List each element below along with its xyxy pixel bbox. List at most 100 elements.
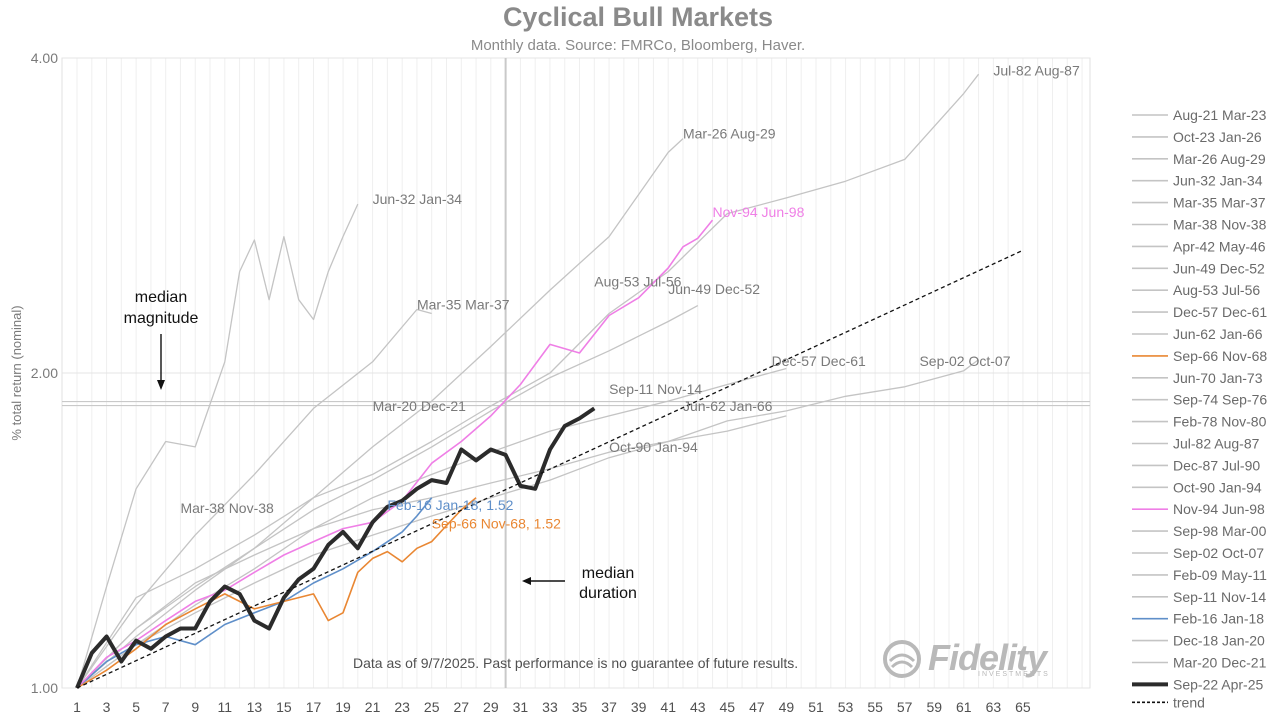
series-annotation: Nov-94 Jun-98 (713, 204, 805, 220)
x-tick-label: 25 (424, 699, 440, 715)
series-line (76, 305, 699, 689)
series-annotation: Mar-26 Aug-29 (683, 126, 776, 142)
legend-entry: Feb-16 Jan-18 (1173, 611, 1264, 627)
chart-title: Cyclical Bull Markets (502, 2, 774, 32)
legend-entry: Jul-82 Aug-87 (1173, 436, 1260, 452)
legend-entry: Mar-38 Nov-38 (1173, 217, 1267, 233)
median-magnitude-label: median (135, 289, 187, 306)
series-annotation: Dec-57 Dec-61 (772, 353, 866, 369)
legend-entry: Oct-23 Jan-26 (1173, 129, 1262, 145)
x-tick-label: 31 (513, 699, 529, 715)
logo-subtext: INVESTMENTS (978, 671, 1050, 678)
series-line (76, 203, 359, 689)
series-annotation: Jun-32 Jan-34 (373, 191, 463, 207)
series-annotation: Jun-62 Jan-66 (683, 398, 773, 414)
legend-entry: Jun-32 Jan-34 (1173, 173, 1263, 189)
x-tick-label: 43 (690, 699, 706, 715)
series-line (75, 406, 596, 689)
legend-entry: Dec-18 Jan-20 (1173, 633, 1265, 649)
series-annotation: Mar-35 Mar-37 (417, 296, 510, 312)
series-annotation: Mar-20 Dec-21 (373, 398, 467, 414)
series-line (76, 497, 477, 689)
legend-entry: Oct-90 Jan-94 (1173, 479, 1262, 495)
legend-entry: Sep-11 Nov-14 (1173, 589, 1266, 605)
x-tick-label: 29 (483, 699, 499, 715)
x-tick-label: 3 (103, 699, 111, 715)
x-tick-label: 33 (542, 699, 558, 715)
x-tick-label: 47 (749, 699, 765, 715)
x-tick-label: 35 (572, 699, 588, 715)
series-line (76, 219, 714, 689)
x-tick-label: 7 (162, 699, 170, 715)
x-tick-label: 39 (631, 699, 647, 715)
x-tick-label: 65 (1015, 699, 1031, 715)
x-tick-label: 55 (867, 699, 883, 715)
series-annotation: Feb-16 Jan-18, 1.52 (387, 497, 513, 513)
x-tick-label: 59 (926, 699, 942, 715)
x-tick-label: 53 (838, 699, 854, 715)
legend-entry: Sep-98 Mar-00 (1173, 523, 1267, 539)
legend-entry: Dec-87 Jul-90 (1173, 457, 1260, 473)
x-tick-label: 63 (986, 699, 1002, 715)
median-magnitude-arrowhead (157, 380, 165, 390)
legend-entry: Aug-21 Mar-23 (1173, 107, 1267, 123)
series-annotation: Sep-02 Oct-07 (919, 353, 1010, 369)
legend-entry: Feb-09 May-11 (1173, 567, 1267, 583)
median-duration-arrowhead (522, 577, 531, 585)
x-tick-label: 57 (897, 699, 913, 715)
legend-entry: Apr-42 May-46 (1173, 238, 1266, 254)
median-magnitude-label: magnitude (124, 310, 199, 327)
y-tick-label: 1.00 (31, 680, 58, 696)
series-annotation: Sep-66 Nov-68, 1.52 (432, 516, 561, 532)
x-tick-label: 17 (306, 699, 322, 715)
fidelity-globe-icon (883, 640, 921, 678)
x-tick-label: 37 (601, 699, 617, 715)
x-tick-label: 15 (276, 699, 292, 715)
chart-subtitle: Monthly data. Source: FMRCo, Bloomberg, … (470, 37, 806, 54)
y-tick-label: 4.00 (31, 50, 58, 66)
series-annotation: Mar-38 Nov-38 (180, 500, 274, 516)
series-line (76, 138, 684, 689)
legend-entry: Jun-70 Jan-73 (1173, 370, 1263, 386)
x-tick-label: 61 (956, 699, 972, 715)
legend-entry: Mar-35 Mar-37 (1173, 195, 1266, 211)
x-tick-label: 51 (808, 699, 824, 715)
median-duration-label: duration (579, 585, 637, 602)
x-tick-label: 27 (453, 699, 469, 715)
x-tick-label: 5 (132, 699, 140, 715)
x-tick-label: 9 (191, 699, 199, 715)
legend-entry: Jun-62 Jan-66 (1173, 326, 1263, 342)
legend-entry: Sep-74 Sep-76 (1173, 392, 1267, 408)
x-tick-label: 41 (660, 699, 676, 715)
footnote: Data as of 9/7/2025. Past performance is… (353, 655, 799, 671)
x-tick-label: 19 (335, 699, 351, 715)
y-tick-label: 2.00 (31, 365, 58, 381)
series-annotation: Sep-11 Nov-14 (609, 381, 702, 397)
legend-entry: Mar-26 Aug-29 (1173, 151, 1266, 167)
x-tick-label: 45 (720, 699, 736, 715)
legend-entry: Sep-22 Apr-25 (1173, 676, 1263, 692)
series-line (76, 367, 787, 689)
fidelity-logo: Fidelity INVESTMENTS (880, 637, 1085, 681)
series-annotation: Jun-49 Dec-52 (668, 281, 760, 297)
legend-entry: Dec-57 Dec-61 (1173, 304, 1267, 320)
median-duration-label: median (582, 565, 634, 582)
series-line (76, 73, 980, 689)
series-annotation: Oct-90 Jan-94 (609, 439, 698, 455)
y-axis-label: % total return (nominal) (9, 305, 24, 440)
x-tick-label: 23 (394, 699, 410, 715)
x-tick-label: 21 (365, 699, 381, 715)
legend-entry: Feb-78 Nov-80 (1173, 414, 1267, 430)
legend-entry: trend (1173, 694, 1205, 710)
legend-entry: Sep-02 Oct-07 (1173, 545, 1264, 561)
legend-entry: Nov-94 Jun-98 (1173, 501, 1265, 517)
logo-wordmark: Fidelity (928, 637, 1047, 678)
x-tick-label: 1 (73, 699, 81, 715)
legend-entry: Sep-66 Nov-68 (1173, 348, 1267, 364)
legend-entry: Aug-53 Jul-56 (1173, 282, 1260, 298)
series-annotation: Aug-53 Jul-56 (594, 273, 681, 289)
x-tick-label: 49 (779, 699, 795, 715)
x-tick-label: 11 (218, 699, 233, 715)
x-tick-label: 13 (247, 699, 263, 715)
